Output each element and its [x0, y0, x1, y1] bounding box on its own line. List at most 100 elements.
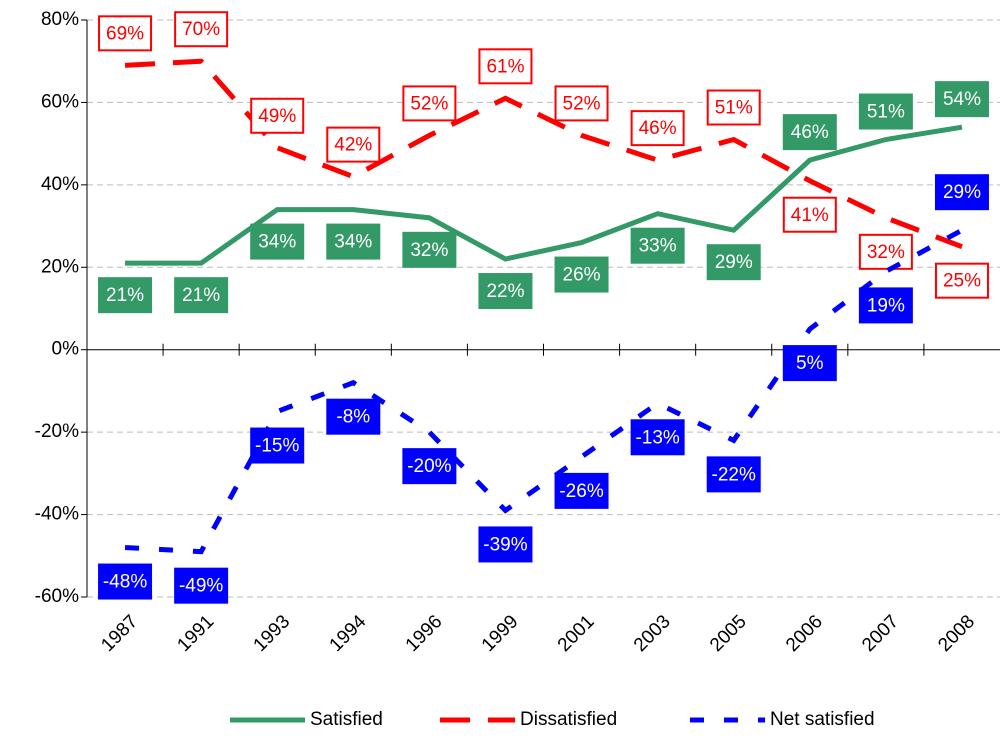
legend-label: Net satisfied: [770, 709, 875, 730]
x-tick-label: 1996: [402, 611, 447, 656]
data-label: 69%: [98, 15, 153, 52]
data-label-box: [478, 526, 533, 563]
data-label: 19%: [858, 287, 913, 324]
data-label: 29%: [706, 244, 761, 281]
data-label-box: [98, 15, 153, 52]
x-tick-label: 1993: [250, 611, 295, 656]
legend-label: Satisfied: [310, 709, 383, 730]
data-label-box: [478, 273, 533, 310]
data-label: 54%: [934, 81, 989, 118]
data-label: -15%: [250, 427, 305, 464]
data-label: 51%: [858, 93, 913, 130]
data-label: 51%: [706, 89, 761, 126]
data-label-text: 26%: [563, 265, 601, 286]
data-label-box: [174, 11, 229, 48]
y-tick-label: 0%: [52, 339, 80, 360]
data-label: 21%: [98, 277, 153, 314]
data-label: 21%: [174, 277, 229, 314]
data-label: -20%: [402, 448, 457, 485]
data-label-text: 33%: [639, 236, 677, 257]
data-label-text: 69%: [106, 23, 144, 44]
data-label: 61%: [478, 48, 533, 85]
data-label-text: 34%: [334, 232, 372, 253]
data-label-text: 32%: [410, 240, 448, 261]
data-label-text: 41%: [791, 205, 829, 226]
data-label-box: [934, 262, 989, 299]
data-label: -8%: [326, 398, 381, 435]
data-label: -22%: [706, 456, 761, 493]
data-label-box: [554, 85, 609, 122]
x-tick-label: 2003: [630, 611, 675, 656]
data-label-text: 52%: [563, 93, 601, 114]
data-label-box: [934, 81, 989, 118]
data-label-text: -26%: [559, 481, 603, 502]
data-label-text: 21%: [182, 285, 220, 306]
data-label-text: 34%: [258, 232, 296, 253]
data-label-box: [630, 227, 685, 264]
y-tick-label: -20%: [35, 421, 79, 442]
data-label-box: [630, 419, 685, 456]
data-label-box: [98, 277, 153, 314]
data-label-box: [858, 233, 913, 270]
data-label-text: 51%: [715, 98, 753, 119]
data-label-box: [98, 563, 153, 600]
data-label-text: 29%: [943, 182, 981, 203]
data-label-box: [554, 472, 609, 509]
data-label-box: [782, 345, 837, 382]
data-label-text: 61%: [486, 56, 524, 77]
data-label-box: [478, 48, 533, 85]
data-label-box: [402, 231, 457, 268]
series-line: [125, 124, 963, 266]
data-label-box: [174, 567, 229, 604]
data-label-text: -20%: [407, 456, 451, 477]
x-tick-label: 2005: [706, 611, 751, 656]
data-label-box: [782, 114, 837, 151]
data-label-text: 70%: [182, 19, 220, 40]
data-label-text: 25%: [943, 271, 981, 292]
data-label: 25%: [934, 262, 989, 299]
data-label-box: [402, 448, 457, 485]
x-tick-label: 1991: [173, 611, 218, 656]
data-label: 29%: [934, 174, 989, 211]
data-label: 22%: [478, 273, 533, 310]
data-label-box: [706, 89, 761, 126]
data-label-box: [934, 174, 989, 211]
data-label-text: -22%: [712, 464, 756, 485]
data-label: 70%: [174, 11, 229, 48]
data-label-text: 22%: [486, 281, 524, 302]
data-label-text: 52%: [410, 93, 448, 114]
data-label-box: [250, 427, 305, 464]
data-label-box: [706, 244, 761, 281]
legend-label: Dissatisfied: [520, 709, 617, 730]
data-label-box: [326, 126, 381, 163]
data-label-box: [782, 196, 837, 233]
data-label-box: [250, 223, 305, 260]
data-label-text: 21%: [106, 285, 144, 306]
data-label-text: 19%: [867, 295, 905, 316]
data-label: 49%: [250, 97, 305, 134]
data-label: 34%: [250, 223, 305, 260]
x-tick-label: 1994: [326, 611, 371, 656]
data-label: 33%: [630, 227, 685, 264]
data-label-box: [554, 256, 609, 293]
data-label: -48%: [98, 563, 153, 600]
data-label: 34%: [326, 223, 381, 260]
data-label: 32%: [402, 231, 457, 268]
y-tick-label: 80%: [41, 9, 79, 30]
data-label-box: [250, 97, 305, 134]
data-label-text: -39%: [483, 534, 527, 555]
data-label-text: 32%: [867, 242, 905, 263]
data-label: -26%: [554, 472, 609, 509]
data-label-text: 42%: [334, 135, 372, 156]
data-label: 42%: [326, 126, 381, 163]
data-label: 26%: [554, 256, 609, 293]
data-label-text: 46%: [639, 118, 677, 139]
data-label: 5%: [782, 345, 837, 382]
x-tick-label: 2008: [934, 611, 979, 656]
x-tick-label: 2006: [782, 611, 827, 656]
data-label-text: -8%: [336, 407, 370, 428]
y-tick-label: -60%: [35, 586, 79, 607]
data-label-text: 49%: [258, 106, 296, 127]
data-label-text: 51%: [867, 102, 905, 123]
